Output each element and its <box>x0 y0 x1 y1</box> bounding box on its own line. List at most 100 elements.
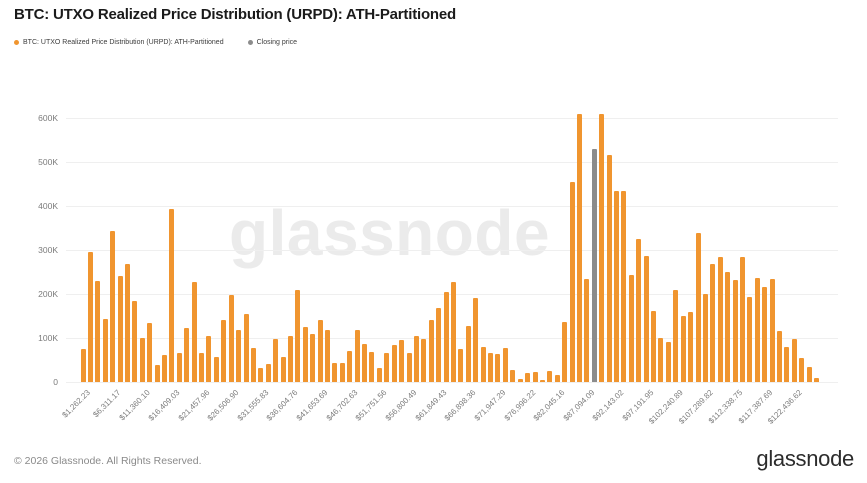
urpd-bar[interactable] <box>599 114 605 382</box>
urpd-bar[interactable] <box>651 310 657 382</box>
urpd-bar[interactable] <box>339 362 345 382</box>
urpd-bar[interactable] <box>176 353 182 382</box>
urpd-bar[interactable] <box>147 323 153 382</box>
urpd-bar[interactable] <box>791 338 797 382</box>
urpd-bar[interactable] <box>139 337 145 382</box>
urpd-bar[interactable] <box>310 334 316 382</box>
urpd-bar[interactable] <box>532 372 538 382</box>
urpd-bar[interactable] <box>547 371 553 382</box>
urpd-bar[interactable] <box>495 354 501 382</box>
urpd-bar[interactable] <box>221 319 227 382</box>
urpd-bar[interactable] <box>814 377 820 382</box>
urpd-bar[interactable] <box>502 347 508 382</box>
urpd-bar[interactable] <box>376 367 382 382</box>
urpd-bar[interactable] <box>102 319 108 382</box>
urpd-bar[interactable] <box>95 280 101 382</box>
urpd-bar[interactable] <box>413 336 419 382</box>
urpd-bar[interactable] <box>569 181 575 382</box>
urpd-bar[interactable] <box>762 287 768 382</box>
urpd-bar[interactable] <box>206 336 212 382</box>
urpd-bar[interactable] <box>473 298 479 382</box>
urpd-bar[interactable] <box>554 375 560 382</box>
urpd-bar[interactable] <box>517 379 523 382</box>
urpd-bar[interactable] <box>213 356 219 382</box>
urpd-bar[interactable] <box>688 312 694 382</box>
urpd-bar[interactable] <box>584 278 590 382</box>
closing-price-bar[interactable] <box>591 148 597 382</box>
urpd-bar[interactable] <box>621 190 627 382</box>
legend-item[interactable]: BTC: UTXO Realized Price Distribution (U… <box>14 39 224 46</box>
urpd-bar[interactable] <box>384 352 390 382</box>
urpd-bar[interactable] <box>154 365 160 382</box>
urpd-bar[interactable] <box>777 330 783 382</box>
urpd-bar[interactable] <box>325 330 331 382</box>
urpd-bar[interactable] <box>799 357 805 382</box>
urpd-bar[interactable] <box>643 255 649 382</box>
urpd-bar[interactable] <box>132 301 138 382</box>
legend-item[interactable]: Closing price <box>247 39 297 46</box>
urpd-bar[interactable] <box>184 328 190 382</box>
urpd-bar[interactable] <box>273 338 279 382</box>
urpd-bar[interactable] <box>191 281 197 382</box>
urpd-bar[interactable] <box>87 252 93 382</box>
urpd-bar[interactable] <box>784 346 790 382</box>
urpd-bar[interactable] <box>117 275 123 382</box>
urpd-bar[interactable] <box>614 190 620 382</box>
urpd-bar[interactable] <box>169 208 175 382</box>
urpd-bar[interactable] <box>428 319 434 382</box>
urpd-bar[interactable] <box>436 308 442 382</box>
urpd-bar[interactable] <box>710 264 716 382</box>
urpd-bar[interactable] <box>258 367 264 382</box>
urpd-bar[interactable] <box>302 326 308 382</box>
urpd-bar[interactable] <box>665 342 671 382</box>
urpd-bar[interactable] <box>443 291 449 382</box>
urpd-bar[interactable] <box>280 357 286 382</box>
urpd-bar[interactable] <box>228 294 234 382</box>
urpd-bar[interactable] <box>110 231 116 382</box>
urpd-bar[interactable] <box>295 290 301 382</box>
urpd-bar[interactable] <box>332 362 338 382</box>
urpd-bar[interactable] <box>636 239 642 382</box>
urpd-bar[interactable] <box>362 344 368 382</box>
urpd-bar[interactable] <box>680 316 686 382</box>
urpd-bar[interactable] <box>628 274 634 382</box>
urpd-bar[interactable] <box>717 257 723 382</box>
urpd-bar[interactable] <box>287 336 293 382</box>
urpd-bar[interactable] <box>525 373 531 382</box>
urpd-bar[interactable] <box>265 364 271 382</box>
urpd-bar[interactable] <box>769 279 775 382</box>
urpd-bar[interactable] <box>347 351 353 382</box>
urpd-bar[interactable] <box>695 233 701 382</box>
urpd-bar[interactable] <box>725 272 731 382</box>
urpd-bar[interactable] <box>243 313 249 382</box>
urpd-bar[interactable] <box>754 277 760 382</box>
urpd-bar[interactable] <box>606 155 612 382</box>
urpd-bar[interactable] <box>480 347 486 382</box>
urpd-bar[interactable] <box>421 338 427 382</box>
urpd-bar[interactable] <box>510 370 516 382</box>
urpd-bar[interactable] <box>658 338 664 382</box>
urpd-bar[interactable] <box>124 264 130 382</box>
urpd-bar[interactable] <box>391 344 397 382</box>
urpd-bar[interactable] <box>80 349 86 382</box>
urpd-bar[interactable] <box>354 329 360 382</box>
urpd-bar[interactable] <box>406 352 412 382</box>
urpd-bar[interactable] <box>747 297 753 382</box>
urpd-bar[interactable] <box>539 379 545 382</box>
urpd-bar[interactable] <box>250 348 256 382</box>
urpd-bar[interactable] <box>399 339 405 382</box>
urpd-bar[interactable] <box>236 329 242 382</box>
urpd-bar[interactable] <box>732 280 738 382</box>
urpd-bar[interactable] <box>576 113 582 382</box>
urpd-bar[interactable] <box>488 352 494 382</box>
urpd-bar[interactable] <box>739 257 745 382</box>
urpd-bar[interactable] <box>702 293 708 382</box>
urpd-bar[interactable] <box>673 289 679 382</box>
urpd-bar[interactable] <box>806 366 812 382</box>
urpd-bar[interactable] <box>458 348 464 382</box>
urpd-bar[interactable] <box>369 352 375 382</box>
urpd-bar[interactable] <box>465 325 471 382</box>
urpd-bar[interactable] <box>317 319 323 382</box>
urpd-bar[interactable] <box>199 353 205 382</box>
urpd-bar[interactable] <box>451 281 456 382</box>
